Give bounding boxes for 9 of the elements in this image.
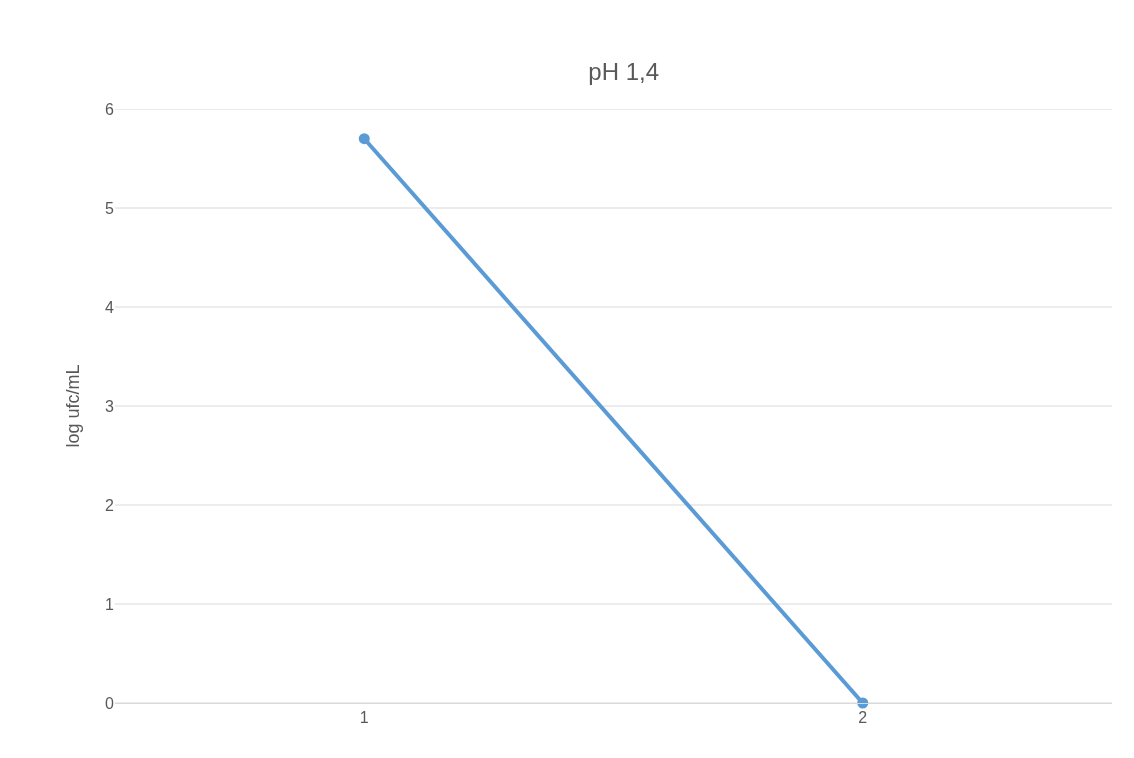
y-tick-label: 3 xyxy=(105,397,115,415)
y-tick-label: 1 xyxy=(105,595,115,613)
y-tick-label: 5 xyxy=(105,199,115,217)
y-tick-label: 6 xyxy=(105,100,115,118)
chart-title: pH 1,4 xyxy=(588,58,660,86)
y-axis-title: log ufc/mL xyxy=(63,364,84,448)
y-tick-label: 4 xyxy=(105,298,115,316)
y-tick-label: 0 xyxy=(105,694,115,712)
y-tick-label: 2 xyxy=(105,496,115,514)
